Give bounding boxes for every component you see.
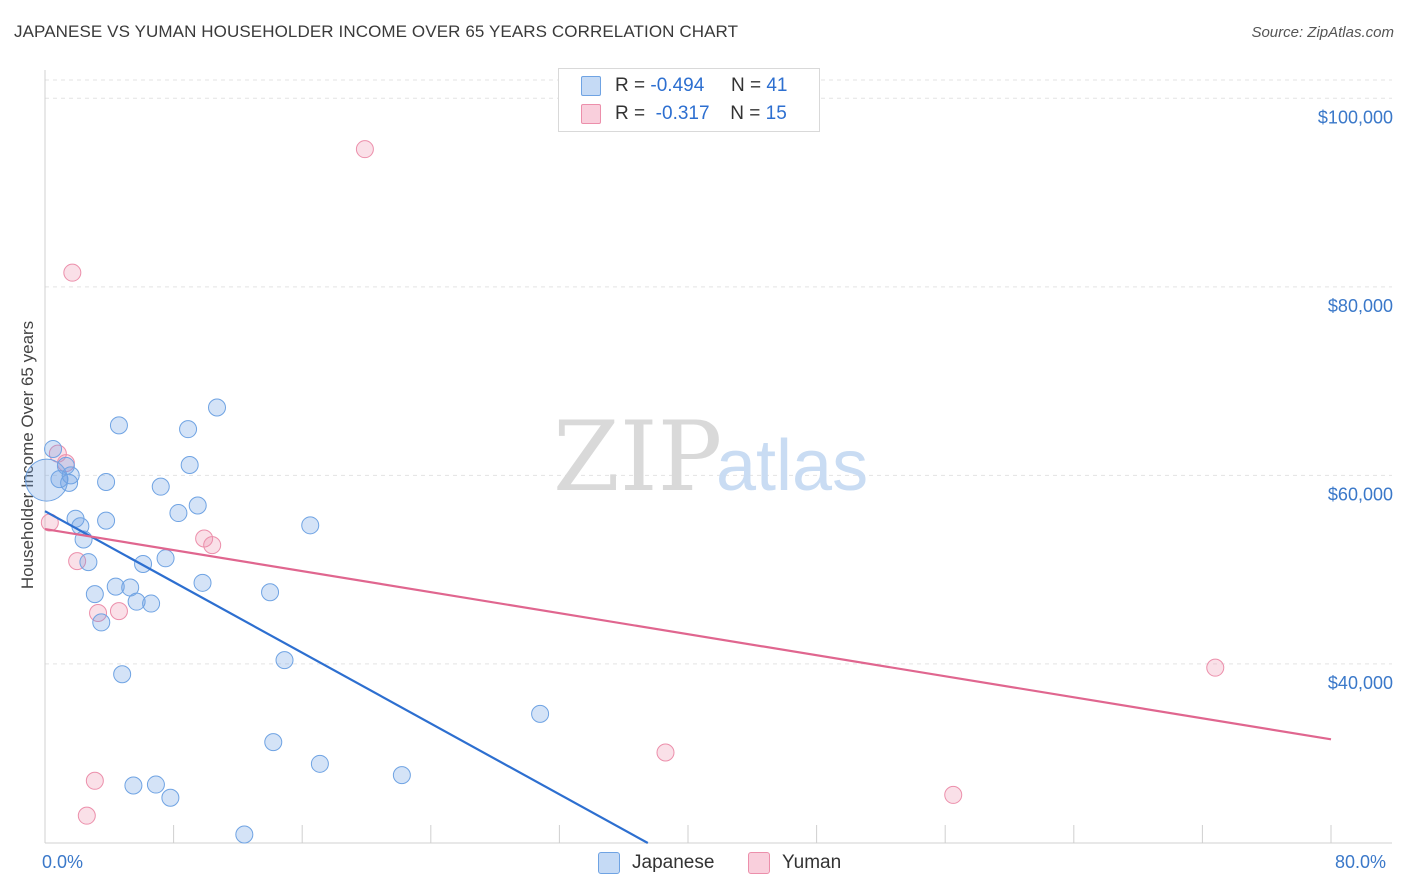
legend-row-yuman: R = -0.317 N = 15: [581, 101, 787, 127]
legend-row-japanese: R = -0.494 N = 41: [581, 73, 787, 99]
japanese-point: [188, 496, 207, 515]
japanese-point: [156, 549, 175, 568]
yuman-r-label: R =: [615, 103, 646, 124]
japanese-point: [106, 577, 125, 596]
yuman-point: [944, 785, 963, 804]
yuman-point: [355, 140, 374, 159]
yuman-swatch: [581, 104, 601, 124]
yuman-r-value: -0.317: [655, 103, 710, 124]
japanese-point: [109, 416, 128, 435]
japanese-point: [310, 754, 329, 773]
chart-title: JAPANESE VS YUMAN HOUSEHOLDER INCOME OVE…: [14, 22, 739, 41]
legend-japanese: Japanese: [598, 852, 714, 874]
watermark-zip: ZIP: [553, 401, 722, 513]
japanese-point: [146, 775, 165, 794]
japanese-point: [531, 704, 550, 723]
japanese-point: [124, 776, 143, 795]
yuman-point: [63, 263, 82, 282]
legend-yuman: Yuman: [748, 852, 841, 874]
japanese-point: [151, 477, 170, 496]
japanese-point: [235, 825, 254, 844]
x-min-label: 0.0%: [42, 852, 84, 872]
japanese-point: [97, 472, 116, 491]
yuman-legend-label: Yuman: [782, 852, 842, 873]
japanese-point: [142, 594, 161, 613]
y-tick-label: $60,000: [1328, 484, 1393, 504]
japanese-point: [208, 398, 227, 417]
yuman-point: [1206, 658, 1225, 677]
japanese-point: [85, 585, 104, 604]
japanese-point: [113, 665, 132, 684]
x-max-label: 80.0%: [1335, 852, 1387, 872]
yuman-point: [85, 771, 104, 790]
yuman-trend-line: [44, 528, 1332, 741]
japanese-swatch: [581, 76, 601, 96]
yuman-point: [89, 603, 108, 622]
japanese-n-value: 41: [766, 75, 788, 96]
japanese-point: [161, 788, 180, 807]
yuman-n-label: N =: [730, 103, 761, 124]
japanese-point: [193, 573, 212, 592]
japanese-n-label: N =: [730, 75, 762, 96]
japanese-point: [50, 470, 69, 489]
yuman-point: [77, 806, 96, 825]
japanese-point: [180, 455, 199, 474]
japanese-legend-swatch: [598, 852, 620, 874]
japanese-point: [169, 504, 188, 523]
japanese-point: [61, 466, 80, 485]
japanese-point: [97, 511, 116, 530]
japanese-point: [261, 583, 280, 602]
axes: [44, 70, 1392, 844]
japanese-point: [92, 613, 111, 632]
japanese-r-label: R =: [615, 75, 646, 96]
japanese-point: [56, 456, 75, 475]
stats-legend: R = -0.494 N = 41 R = -0.317 N = 15: [558, 68, 820, 132]
watermark-atlas: atlas: [716, 426, 868, 506]
japanese-point: [264, 733, 283, 752]
y-tick-labels: $40,000 $60,000 $80,000 $100,000: [1318, 107, 1393, 693]
watermark: ZIP atlas: [553, 401, 868, 513]
japanese-point: [301, 516, 320, 535]
y-tick-label: $40,000: [1328, 673, 1393, 693]
y-tick-label: $80,000: [1328, 296, 1393, 316]
yuman-n-value: 15: [765, 103, 787, 124]
japanese-point: [60, 473, 79, 492]
trend-lines: [44, 510, 1332, 844]
y-tick-label: $100,000: [1318, 107, 1393, 127]
japanese-legend-label: Japanese: [632, 852, 715, 873]
japanese-trend-line: [44, 510, 649, 844]
japanese-point: [392, 766, 411, 785]
japanese-r-value: -0.494: [650, 75, 705, 96]
japanese-points: [25, 398, 550, 844]
japanese-point: [44, 439, 63, 458]
gridlines: [45, 79, 1392, 665]
source-label: Source: ZipAtlas.com: [1251, 24, 1394, 41]
yuman-legend-swatch: [748, 852, 770, 874]
yuman-point: [109, 602, 128, 621]
japanese-point: [179, 420, 198, 439]
yuman-point: [203, 536, 222, 555]
japanese-point: [127, 592, 146, 611]
yuman-point: [656, 743, 675, 762]
japanese-point: [79, 553, 98, 572]
y-axis-label: Householder Income Over 65 years: [18, 321, 37, 589]
japanese-point: [275, 651, 294, 670]
